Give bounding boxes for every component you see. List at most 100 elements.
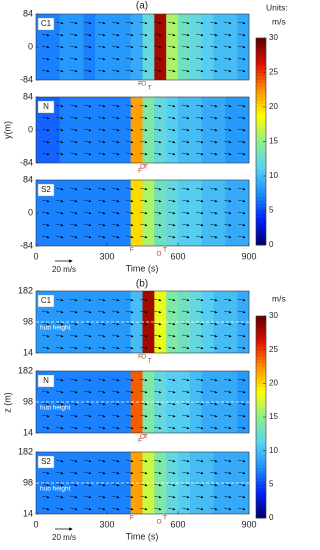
wind-vector	[209, 402, 218, 406]
wind-vector	[69, 414, 78, 418]
wind-vector	[237, 21, 246, 25]
event-marker: O	[140, 434, 145, 441]
wind-vector	[167, 310, 176, 314]
colorbar-segment	[256, 433, 266, 438]
colorbar-tick-label: 10	[269, 171, 278, 180]
wind-vector	[139, 495, 148, 499]
wind-vector	[209, 140, 218, 144]
wind-vector	[97, 45, 106, 49]
wind-vector	[167, 402, 176, 406]
wind-vector	[195, 128, 204, 132]
wind-vector	[41, 426, 50, 430]
heat-cell	[118, 291, 131, 353]
colorbar-segment	[256, 241, 266, 246]
wind-vector	[237, 402, 246, 406]
colorbar-segment	[256, 366, 266, 371]
wind-vector	[167, 69, 176, 73]
event-marker: O	[140, 164, 145, 171]
wind-vector	[97, 116, 106, 120]
wind-vector	[139, 334, 148, 338]
colorbar-segment	[256, 353, 266, 357]
heat-cell	[36, 180, 49, 246]
x-tick-label: 600	[170, 251, 185, 261]
wind-vector	[55, 471, 64, 475]
y-tick-label: -84	[20, 240, 33, 250]
wind-vector	[237, 471, 246, 475]
y-tick-label: 84	[23, 91, 33, 101]
wind-vector	[223, 33, 232, 37]
wind-vector	[83, 334, 92, 338]
wind-vector	[237, 211, 246, 215]
wind-vector	[153, 426, 162, 430]
wind-vector	[153, 414, 162, 418]
colorbar-segment	[256, 96, 266, 101]
wind-vector	[195, 104, 204, 108]
wind-vector	[181, 414, 190, 418]
wind-vector	[139, 298, 148, 302]
wind-vector	[69, 459, 78, 463]
wind-vector	[55, 21, 64, 25]
colorbar-segment	[256, 457, 266, 462]
wind-vector	[139, 346, 148, 350]
y-tick-label: 98	[23, 396, 33, 406]
wind-vector	[181, 152, 190, 156]
heat-cell	[83, 291, 96, 353]
colorbar-segment	[256, 393, 266, 398]
wind-vector	[125, 459, 134, 463]
wind-vector	[125, 471, 134, 475]
colorbar-tick-label: 0	[269, 513, 274, 522]
colorbar-segment	[256, 390, 266, 394]
heat-cell	[107, 97, 120, 163]
wind-vector	[83, 57, 92, 61]
wind-vector	[125, 21, 134, 25]
wind-vector	[223, 152, 232, 156]
colorbar-segment	[256, 227, 266, 232]
event-marker: F	[138, 438, 142, 445]
wind-vector	[167, 45, 176, 49]
wind-vector	[195, 414, 204, 418]
colorbar-segment	[256, 467, 266, 472]
wind-vector	[223, 57, 232, 61]
colorbar-segment	[256, 203, 266, 208]
wind-vector	[125, 187, 134, 191]
wind-vector	[139, 45, 148, 49]
wind-vector	[139, 199, 148, 203]
wind-vector	[167, 495, 176, 499]
wind-vector	[83, 69, 92, 73]
wind-vector	[97, 21, 106, 25]
colorbar-tick-label: 15	[269, 137, 278, 146]
wind-vector	[41, 211, 50, 215]
wind-vector	[69, 507, 78, 511]
colorbar-segment	[256, 497, 266, 502]
wind-vector	[125, 104, 134, 108]
wind-vector	[153, 69, 162, 73]
wind-vector	[153, 495, 162, 499]
wind-vector	[97, 390, 106, 394]
colorbar-segment	[256, 356, 266, 361]
heat-cell	[142, 180, 155, 246]
wind-vector	[237, 495, 246, 499]
heat-cell	[189, 180, 202, 246]
wind-vector	[181, 495, 190, 499]
wind-vector	[223, 223, 232, 227]
wind-vector	[195, 459, 204, 463]
wind-vector	[125, 57, 134, 61]
wind-vector	[41, 235, 50, 239]
y-tick-label: 98	[23, 316, 33, 326]
wind-vector	[237, 507, 246, 511]
wind-vector	[195, 378, 204, 382]
wind-vector	[181, 507, 190, 511]
colorbar-segment	[256, 329, 266, 334]
heat-cell	[130, 97, 143, 163]
wind-vector	[111, 346, 120, 350]
colorbar-unit: m/s	[272, 16, 286, 26]
wind-vector	[111, 298, 120, 302]
wind-vector	[41, 152, 50, 156]
wind-vector	[153, 211, 162, 215]
wind-vector	[125, 140, 134, 144]
wind-vector	[181, 426, 190, 430]
wind-vector	[69, 211, 78, 215]
heat-cell	[178, 371, 191, 433]
colorbar-segment	[256, 383, 266, 388]
